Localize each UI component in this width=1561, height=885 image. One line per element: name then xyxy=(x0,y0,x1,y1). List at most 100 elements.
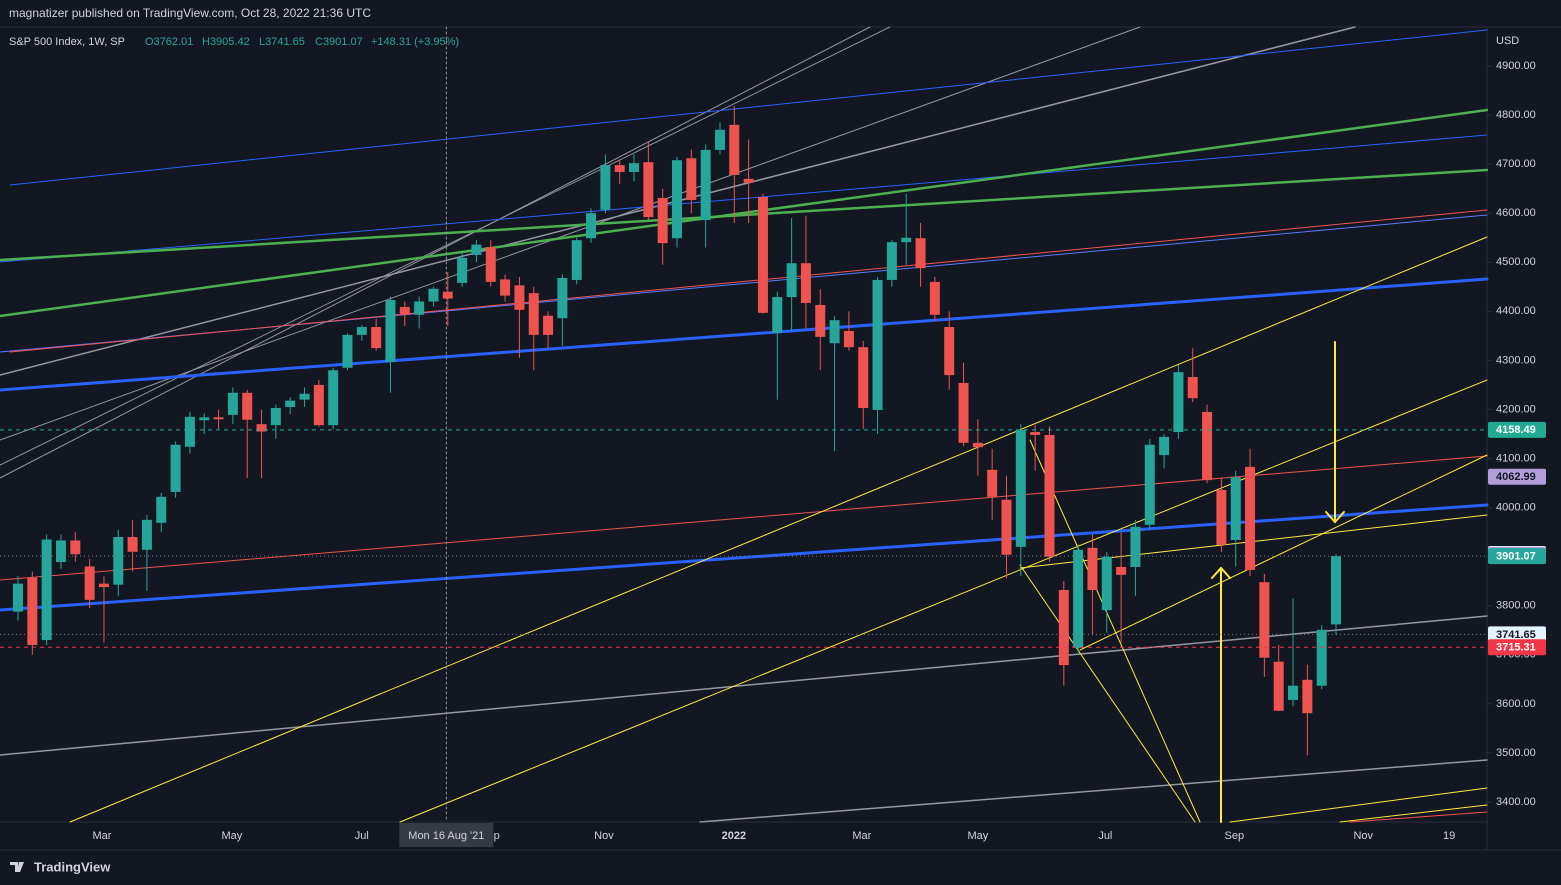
x-tick-label: 2022 xyxy=(722,830,746,842)
candle-body xyxy=(657,197,668,244)
candle-body xyxy=(1230,477,1241,540)
candle-body xyxy=(672,160,682,239)
brand: TradingView xyxy=(34,859,111,874)
candle-body xyxy=(156,496,167,523)
y-tick-label: 4800.00 xyxy=(1496,109,1536,121)
candle-body xyxy=(457,257,468,283)
price-tag xyxy=(1488,468,1546,485)
candle-body xyxy=(1058,590,1069,666)
price-tag-label: 3901.07 xyxy=(1496,551,1536,563)
candle-body xyxy=(1101,556,1112,611)
candle-body xyxy=(757,197,768,313)
y-tick-label: 4900.00 xyxy=(1496,60,1536,72)
candle-body xyxy=(313,384,324,426)
candle-body xyxy=(1015,430,1026,547)
candle-body xyxy=(1130,526,1141,567)
candle-body xyxy=(972,442,983,448)
candle-body xyxy=(1331,556,1341,625)
x-tick-label: Nov xyxy=(1353,830,1373,842)
candle-body xyxy=(571,240,582,280)
price-tag-label: 4062.99 xyxy=(1496,471,1536,483)
y-tick-label: 3400.00 xyxy=(1496,796,1536,808)
trend-line xyxy=(0,26,891,466)
candle-body xyxy=(414,301,425,315)
candle-body xyxy=(399,306,410,315)
y-tick-label: 3800.00 xyxy=(1496,600,1536,612)
x-tick-label: Nov xyxy=(594,830,614,842)
candle-body xyxy=(84,566,95,600)
currency: USD xyxy=(1496,35,1519,47)
candle-body xyxy=(471,244,482,255)
trend-line xyxy=(9,29,1488,186)
candle-body xyxy=(600,165,611,210)
candle-body xyxy=(299,393,310,400)
x-tick-label: May xyxy=(967,830,988,842)
candle-body xyxy=(629,163,640,172)
candle-body xyxy=(1159,436,1170,456)
x-tick-label: Mar xyxy=(92,830,111,842)
candle-body xyxy=(371,327,382,349)
arrow-head xyxy=(1211,566,1231,579)
candle-body xyxy=(528,293,539,335)
candle-body xyxy=(1202,411,1213,481)
candle-body xyxy=(543,315,554,335)
trend-line xyxy=(1079,454,1488,651)
candle-body xyxy=(1245,466,1256,570)
candle-body xyxy=(27,577,38,645)
x-tick-label: 19 xyxy=(1443,830,1455,842)
x-tick-label: Jul xyxy=(1098,830,1112,842)
candle-body xyxy=(944,327,955,376)
price-tag-label: 4158.49 xyxy=(1496,424,1536,436)
y-tick-label: 4500.00 xyxy=(1496,256,1536,268)
ohlc-low: L3741.65 xyxy=(259,36,305,48)
candle-body xyxy=(328,370,339,426)
candle-body xyxy=(428,288,439,302)
trend-line xyxy=(69,236,1488,823)
candle-body xyxy=(113,537,124,585)
candle-body xyxy=(700,149,711,221)
trend-line xyxy=(1229,787,1488,823)
trend-line xyxy=(0,168,1489,262)
y-tick-label: 3600.00 xyxy=(1496,698,1536,710)
y-tick-label: 4600.00 xyxy=(1496,207,1536,219)
candle-body xyxy=(729,124,740,175)
candle-body xyxy=(743,178,754,183)
trend-line xyxy=(0,277,1489,392)
candle-body xyxy=(356,327,367,335)
candle-body xyxy=(227,392,238,415)
candle-body xyxy=(1030,432,1041,435)
candle-body xyxy=(13,583,23,612)
symbol: S&P 500 Index, 1W, SP xyxy=(9,36,125,48)
candle-body xyxy=(242,392,253,420)
candle-body xyxy=(987,469,998,497)
candle-body xyxy=(800,263,811,303)
candle-body xyxy=(614,165,625,172)
candle-body xyxy=(55,540,66,563)
candle-body xyxy=(815,304,826,337)
price-tag xyxy=(1488,626,1546,643)
y-tick-label: 4300.00 xyxy=(1496,354,1536,366)
trend-line xyxy=(0,455,1488,581)
candle-body xyxy=(1044,434,1055,557)
candle-body xyxy=(1316,629,1327,686)
candle-body xyxy=(141,519,152,550)
candle-body xyxy=(886,242,897,280)
candle-body xyxy=(858,347,869,408)
y-tick-label: 3500.00 xyxy=(1496,747,1536,759)
y-tick-label: 4700.00 xyxy=(1496,158,1536,170)
price-tag xyxy=(1488,421,1546,438)
candle-body xyxy=(1173,372,1184,433)
candle-body xyxy=(829,320,840,344)
candle-body xyxy=(1259,582,1270,658)
change: +148.31 (+3.95%) xyxy=(371,36,459,48)
x-tick-label: May xyxy=(221,830,242,842)
arrow-head xyxy=(1325,511,1345,524)
candle-body xyxy=(901,237,912,243)
candle-body xyxy=(686,158,697,200)
candle-body xyxy=(342,334,353,368)
ohlc-high: H3905.42 xyxy=(202,36,250,48)
candle-body xyxy=(1116,566,1127,575)
